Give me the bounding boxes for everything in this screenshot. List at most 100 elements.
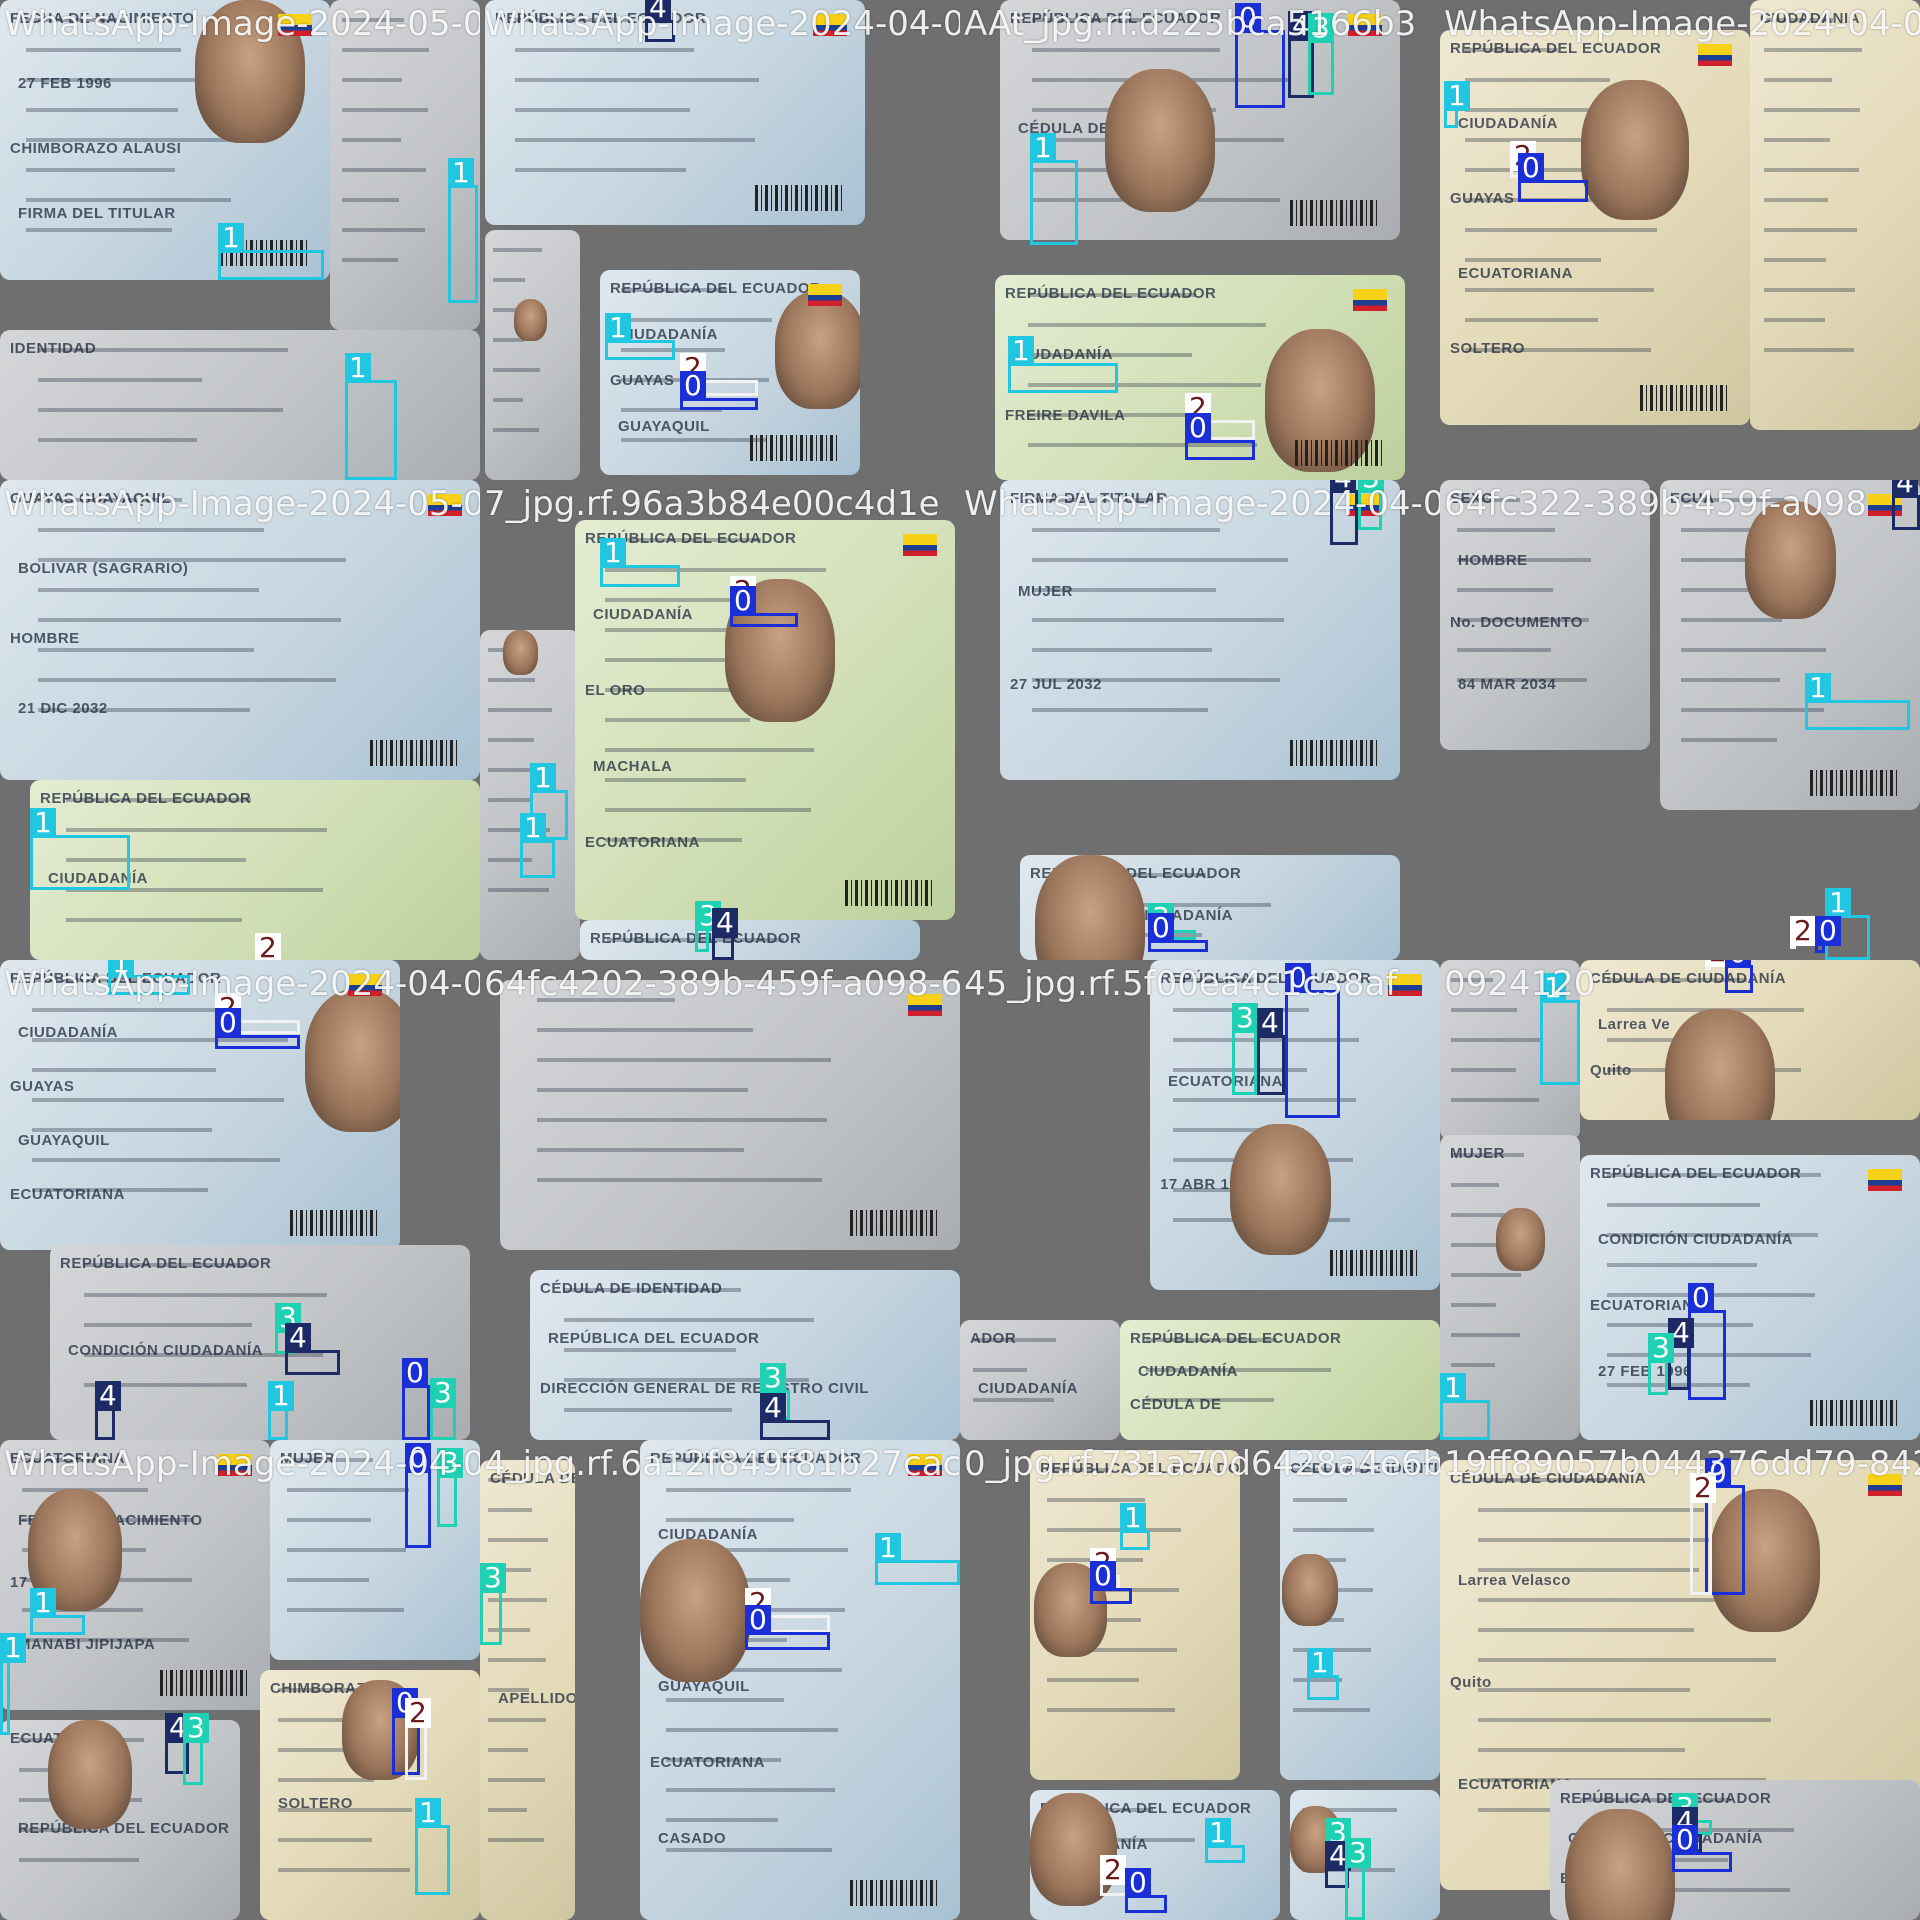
card-text-line [492, 368, 541, 372]
card-text-line [564, 1288, 741, 1292]
card-text-line [1680, 648, 1827, 652]
card-printed-text: FECHA DE NACIMIENTO [10, 10, 195, 27]
portrait-photo [502, 630, 538, 675]
card-text-line [1579, 1888, 1791, 1892]
card-printed-text: HOMBRE [1458, 552, 1528, 569]
detection-box: 3 [437, 1448, 463, 1527]
card-text-line [1027, 293, 1196, 297]
card-text-line [492, 428, 540, 432]
class-label: 3 [480, 1563, 506, 1593]
class-label: 1 [1444, 81, 1470, 111]
detection-box: 4 [1330, 480, 1358, 545]
class-label: 0 [405, 1443, 431, 1473]
card-text-line [492, 398, 523, 402]
card-printed-text: HOMBRE [10, 630, 80, 647]
image-filename: WhatsApp-Image-2024-04-0 [4, 1444, 480, 1484]
card-text-line [488, 738, 534, 742]
card-text-line [26, 78, 238, 82]
class-label: 0 [1235, 3, 1261, 33]
card-text-line [515, 18, 630, 22]
card-text-line [487, 1838, 544, 1842]
card-printed-text: CASADO [658, 1830, 727, 1847]
card-text-line [1478, 1628, 1695, 1632]
card-text-line [342, 138, 401, 142]
card-text-line [492, 278, 525, 282]
card-text-line [26, 138, 235, 142]
card-text-line [515, 78, 759, 82]
card-printed-text: CONDICIÓN CIUDADANÍA [68, 1342, 263, 1359]
id-card-photo: REPÚBLICA DEL ECUADOR CIUDADANÍA GUAYAS GUA… [0, 960, 400, 1250]
card-text-line [1763, 48, 1863, 52]
card-text-line [605, 808, 811, 812]
mosaic-tile: FIRMA DEL TITULAR MUJER 27 JUL 2032 REPÚBLI… [960, 480, 1440, 960]
detection-box: 1 [1444, 81, 1470, 128]
card-text-line [277, 1688, 417, 1692]
card-text-line [286, 1548, 407, 1552]
card-text-line [1763, 108, 1861, 112]
class-label: 0 [1725, 960, 1751, 968]
card-text-line [1027, 413, 1188, 417]
card-text-line [488, 798, 533, 802]
barcode [370, 740, 460, 766]
card-text-line [1456, 528, 1556, 532]
mosaic-tile: REPÚBLICA DEL ECUADOR ECUATORIANA 17 ABR 1… [960, 960, 1440, 1440]
barcode [1330, 1250, 1420, 1276]
card-printed-text: MUJER [1018, 583, 1074, 600]
detection-box: 4 [1257, 1008, 1285, 1095]
card-text-line [1478, 1598, 1781, 1602]
card-text-line [605, 718, 750, 722]
mosaic-tile: CÉDULA DE CIUDADANÍA Larrea Ve Quito MUJER R… [1440, 960, 1920, 1440]
card-text-line [1451, 1213, 1523, 1217]
barcode [1810, 1400, 1900, 1426]
card-text-line [1027, 443, 1258, 447]
card-text-line [1763, 228, 1858, 232]
detection-box: 1 [1805, 673, 1910, 730]
card-printed-text: REPÚBLICA DEL ECUADOR [1040, 1460, 1240, 1477]
card-text-line [487, 1598, 548, 1602]
class-label: 3 [760, 1363, 786, 1393]
portrait-photo [1710, 1488, 1820, 1632]
card-printed-text: Larrea Velasco [1458, 1572, 1571, 1589]
card-text-line [605, 748, 815, 752]
card-text-line [1173, 1068, 1307, 1072]
card-text-line [487, 1688, 530, 1692]
card-text-line [515, 48, 694, 52]
card-printed-text: REPÚBLICA DEL ECUADOR [60, 1255, 272, 1272]
portrait-photo [1565, 1808, 1675, 1920]
card-text-line [38, 558, 346, 562]
mosaic-tile: REPÚBLICA DEL ECUADOR REPÚBLICA DEL ECUAD… [960, 1440, 1440, 1920]
card-text-line [1032, 588, 1216, 592]
card-text-line [66, 858, 246, 862]
barcode [850, 1880, 940, 1906]
detection-box: 1 [268, 1381, 294, 1440]
detection-box: 0 [745, 1605, 830, 1650]
card-printed-text: GUAYAS GUAYAQUIL [10, 490, 171, 507]
card-text-line [515, 138, 755, 142]
detection-box: 1 [1205, 1818, 1245, 1863]
class-label: 0 [1672, 1825, 1698, 1855]
card-printed-text: GUAYAQUIL [618, 418, 710, 435]
detection-box: 4 [645, 0, 675, 42]
card-text-line [1763, 78, 1832, 82]
barcode [755, 185, 845, 211]
mosaic-tile: CÉDULA DE CIUDADANÍA Larrea Velasco Quito E… [1440, 1440, 1920, 1920]
card-text-line [564, 1318, 814, 1322]
detection-box: 1 [415, 1798, 450, 1895]
card-printed-text: GUAYAQUIL [18, 1132, 110, 1149]
mosaic-tile: REPÚBLICA DEL ECUADOR CIUDADANÍA EL ORO MAC… [480, 480, 960, 960]
class-label: 4 [1257, 1008, 1283, 1038]
class-label: 0 [1148, 913, 1174, 943]
card-text-line [488, 708, 552, 712]
class-label: 0 [1285, 963, 1311, 993]
id-card-photo [485, 230, 580, 480]
detection-box: 0 [1518, 153, 1588, 202]
card-text-line [26, 48, 182, 52]
card-text-line [26, 198, 231, 202]
card-text-line [665, 1698, 784, 1702]
card-text-line [32, 1038, 288, 1042]
card-text-line [487, 1538, 549, 1542]
barcode [845, 880, 935, 906]
card-text-line [1451, 1273, 1522, 1277]
ecuador-flag-icon [903, 534, 937, 556]
